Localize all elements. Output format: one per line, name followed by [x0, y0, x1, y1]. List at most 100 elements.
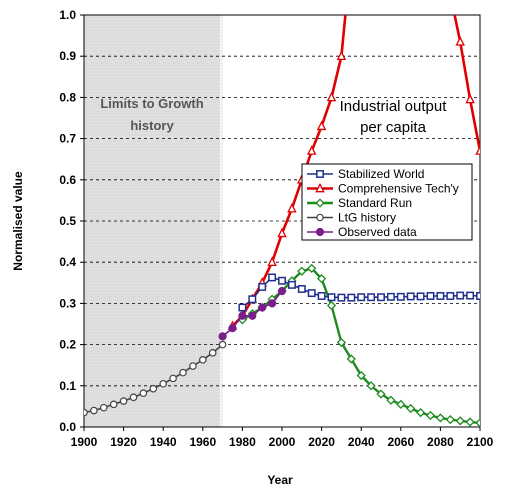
ltg-history-point [199, 356, 207, 364]
y-tick-label: 0.4 [59, 255, 76, 269]
legend-swatch-marker [316, 213, 324, 222]
stabilized-world-line [241, 276, 480, 309]
history-label-line2: history [130, 118, 174, 133]
stabilized-world-point [258, 282, 267, 291]
stabilized-world-point [357, 293, 366, 302]
standard-run-point [386, 395, 396, 405]
stabilized-world-point [367, 293, 376, 302]
y-axis-ticks: 0.0 0.1 0.2 0.3 0.4 0.5 0.6 0.7 0.8 0.9 1.0 [59, 8, 84, 434]
comprehensive-tech-y-point [267, 256, 277, 267]
stabilized-world-point [337, 293, 346, 302]
standard-run-point [435, 413, 446, 423]
series-standard-run [237, 263, 480, 427]
x-tick-label: 1980 [229, 435, 256, 449]
ltg-history-point [84, 408, 88, 417]
x-tick-label: 1960 [189, 435, 216, 449]
y-tick-label: 0.6 [59, 173, 76, 187]
x-axis-title: Year [267, 473, 293, 487]
standard-run-point [415, 407, 426, 418]
standard-run-point [307, 263, 317, 273]
observed-data-point [238, 311, 247, 320]
y-tick-label: 0.5 [59, 214, 76, 228]
stabilized-world-point [466, 291, 475, 300]
x-tick-label: 1920 [110, 435, 137, 449]
observed-data-point [248, 311, 257, 320]
stabilized-world-point [317, 292, 326, 300]
x-tick-label: 2040 [348, 435, 375, 449]
stabilized-world-point [307, 289, 316, 298]
x-tick-label: 2100 [467, 435, 494, 449]
legend-swatch-marker [315, 198, 325, 208]
standard-run-point [475, 418, 480, 427]
ltg-history-point [149, 384, 158, 393]
standard-run-point [445, 414, 455, 425]
ltg-history-point [189, 362, 197, 370]
series-layer [84, 15, 480, 427]
comprehensive-tech-y-point [475, 145, 480, 155]
y-tick-label: 0.0 [59, 420, 76, 434]
standard-run-point [455, 416, 465, 426]
standard-run-point [346, 354, 356, 364]
annotation-line1: Industrial output [340, 98, 448, 115]
series-ltg-history [84, 340, 227, 417]
observed-data-point [258, 303, 267, 312]
standard-run-point [316, 274, 327, 284]
legend-label: LtG history [338, 211, 396, 225]
legend-label: Observed data [338, 225, 417, 239]
standard-run-point [396, 399, 406, 409]
legend-label: Stabilized World [338, 167, 424, 181]
y-tick-label: 0.8 [59, 90, 76, 104]
standard-run-point [326, 300, 337, 311]
ltg-history-point [208, 349, 217, 357]
standard-run-point [425, 410, 436, 421]
stabilized-world-point [347, 293, 356, 302]
x-tick-label: 2080 [427, 435, 454, 449]
stabilized-world-point [436, 292, 445, 300]
comprehensive-tech-y-point [455, 36, 465, 46]
stabilized-world-point [287, 280, 296, 289]
comprehensive-tech-y-line [231, 15, 347, 328]
legend-entry-ltg-history: LtG history [307, 211, 396, 225]
history-label-line1: Limits to Growth [100, 96, 203, 111]
stabilized-world-point [238, 303, 247, 312]
stabilized-world-point [446, 292, 455, 300]
legend-swatch-marker [316, 170, 324, 178]
observed-data-point [268, 299, 277, 308]
stabilized-world-point [268, 273, 277, 282]
y-axis-title: Normalised value [11, 171, 25, 271]
stabilized-world-point [426, 292, 435, 300]
standard-run-point [465, 417, 475, 427]
stabilized-world-point [297, 285, 306, 293]
ltg-history-point [218, 340, 227, 349]
stabilized-world-point [327, 293, 336, 302]
series-observed-data [218, 286, 287, 341]
ltg-history-point [169, 374, 177, 383]
legend-entry-stabilized-world: Stabilized World [307, 167, 424, 181]
comprehensive-tech-y-point [465, 93, 475, 104]
ltg-history-point [159, 379, 168, 388]
comprehensive-tech-y-point [277, 227, 287, 238]
stabilized-world-point [377, 293, 385, 302]
annotation-line2: per capita [360, 119, 427, 136]
standard-run-point [356, 370, 366, 381]
x-tick-label: 2000 [269, 435, 296, 449]
comprehensive-tech-y-point [287, 202, 297, 213]
y-tick-label: 0.9 [59, 49, 76, 63]
y-tick-label: 0.1 [59, 379, 76, 393]
ltg-history-point [90, 406, 98, 415]
standard-run-point [406, 403, 416, 414]
x-tick-label: 1940 [150, 435, 177, 449]
comprehensive-tech-y-point [316, 120, 327, 131]
ltg-history-point [119, 397, 128, 405]
y-tick-label: 1.0 [59, 8, 76, 22]
legend-swatch-marker [315, 227, 325, 237]
legend-label: Comprehensive Tech'y [338, 182, 459, 196]
standard-run-point [336, 337, 347, 348]
observed-data-point [277, 286, 287, 296]
comprehensive-tech-y-point [336, 50, 347, 61]
x-axis-ticks: 1900 1920 1940 1960 1980 2000 2020 2040 2060 2080… [71, 427, 494, 449]
comprehensive-tech-y-point [326, 91, 337, 102]
observed-data-point [228, 324, 237, 333]
